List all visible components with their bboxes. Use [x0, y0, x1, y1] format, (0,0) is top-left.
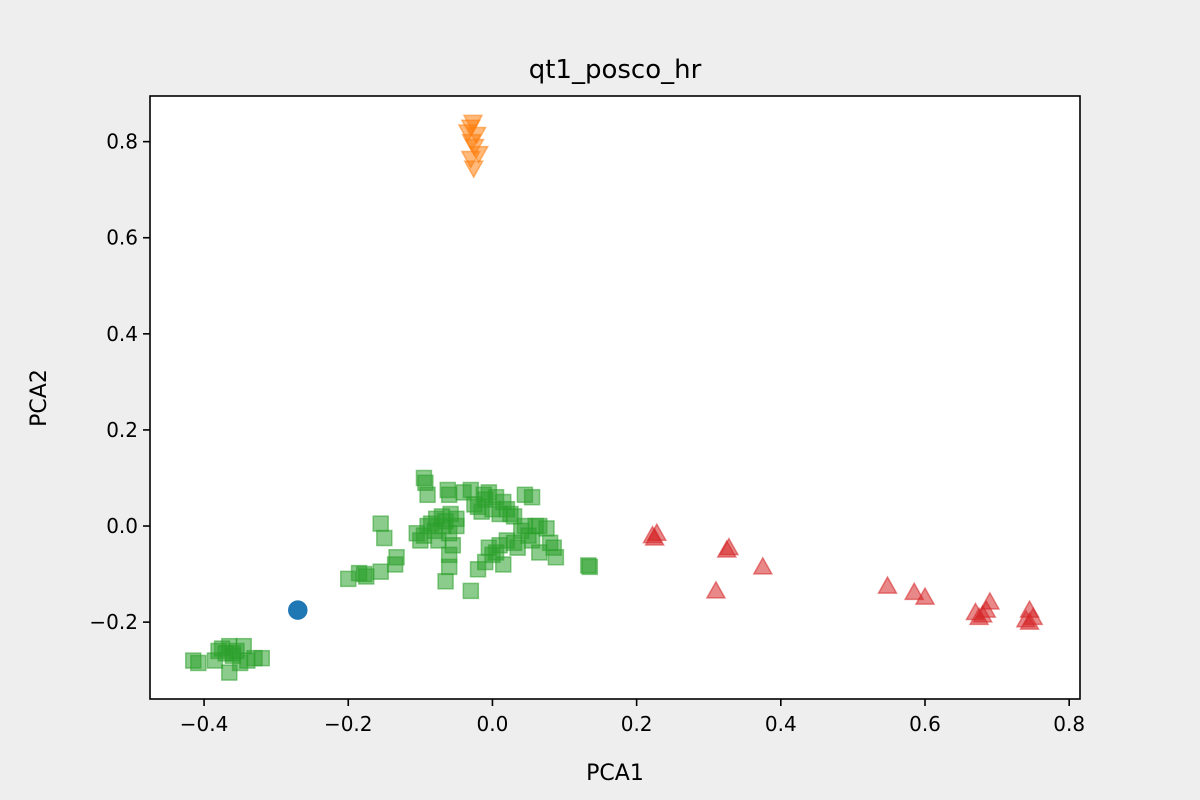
- triangle-up-point: [903, 581, 925, 601]
- y-tick-label: −0.2: [89, 610, 138, 634]
- square-point: [448, 510, 465, 528]
- square-point: [547, 549, 565, 566]
- square-point: [221, 664, 238, 681]
- square-point: [388, 549, 405, 566]
- x-tick-label: −0.4: [180, 712, 229, 736]
- x-tick-label: 0.8: [1053, 712, 1085, 736]
- square-point: [581, 558, 599, 576]
- triangle-up-point: [877, 575, 898, 594]
- triangle-up-point: [1022, 606, 1044, 626]
- x-tick-label: 0.2: [621, 712, 653, 736]
- square-point: [531, 517, 548, 535]
- x-tick-label: 0.0: [477, 712, 509, 736]
- x-tick-label: 0.6: [909, 712, 941, 736]
- x-tick-label: 0.4: [765, 712, 797, 736]
- triangle-down-point: [463, 160, 484, 179]
- square-point: [224, 645, 242, 662]
- square-point: [210, 642, 227, 660]
- y-axis: −0.2 0.0 0.2 0.4 0.6 0.8: [89, 130, 150, 634]
- square-point: [440, 558, 458, 576]
- square-point: [419, 486, 436, 504]
- triangle-up-point: [646, 522, 668, 541]
- square-point: [495, 556, 512, 573]
- square-point: [440, 486, 458, 504]
- chart-title: qt1_posco_hr: [529, 55, 702, 85]
- square-point: [523, 488, 541, 506]
- square-point: [462, 582, 480, 600]
- y-tick-label: 0.2: [106, 418, 138, 442]
- square-point: [376, 529, 393, 547]
- triangle-down-point: [460, 150, 482, 169]
- x-tick-label: −0.2: [324, 712, 373, 736]
- y-tick-label: 0.8: [106, 130, 138, 154]
- square-point: [358, 568, 375, 585]
- triangle-up-point: [718, 537, 740, 556]
- square-point: [437, 573, 454, 590]
- square-point: [253, 649, 270, 667]
- square-point: [372, 515, 389, 532]
- square-point: [190, 654, 207, 672]
- x-axis: −0.4 −0.2 0.0 0.2 0.4 0.6 0.8: [180, 699, 1085, 736]
- triangle-up-point: [705, 580, 727, 599]
- x-axis-title: PCA1: [586, 761, 644, 786]
- circle-point: [288, 600, 308, 620]
- data-points: [185, 114, 1044, 681]
- y-tick-label: 0.0: [106, 514, 138, 538]
- square-point: [372, 563, 389, 580]
- plot-frame: [149, 95, 1081, 700]
- triangle-up-point: [752, 556, 774, 575]
- y-tick-label: 0.4: [106, 322, 138, 346]
- y-axis-title: PCA2: [27, 369, 52, 427]
- triangle-up-point: [979, 591, 1001, 610]
- y-tick-label: 0.6: [106, 226, 138, 250]
- triangle-up-point: [914, 586, 936, 605]
